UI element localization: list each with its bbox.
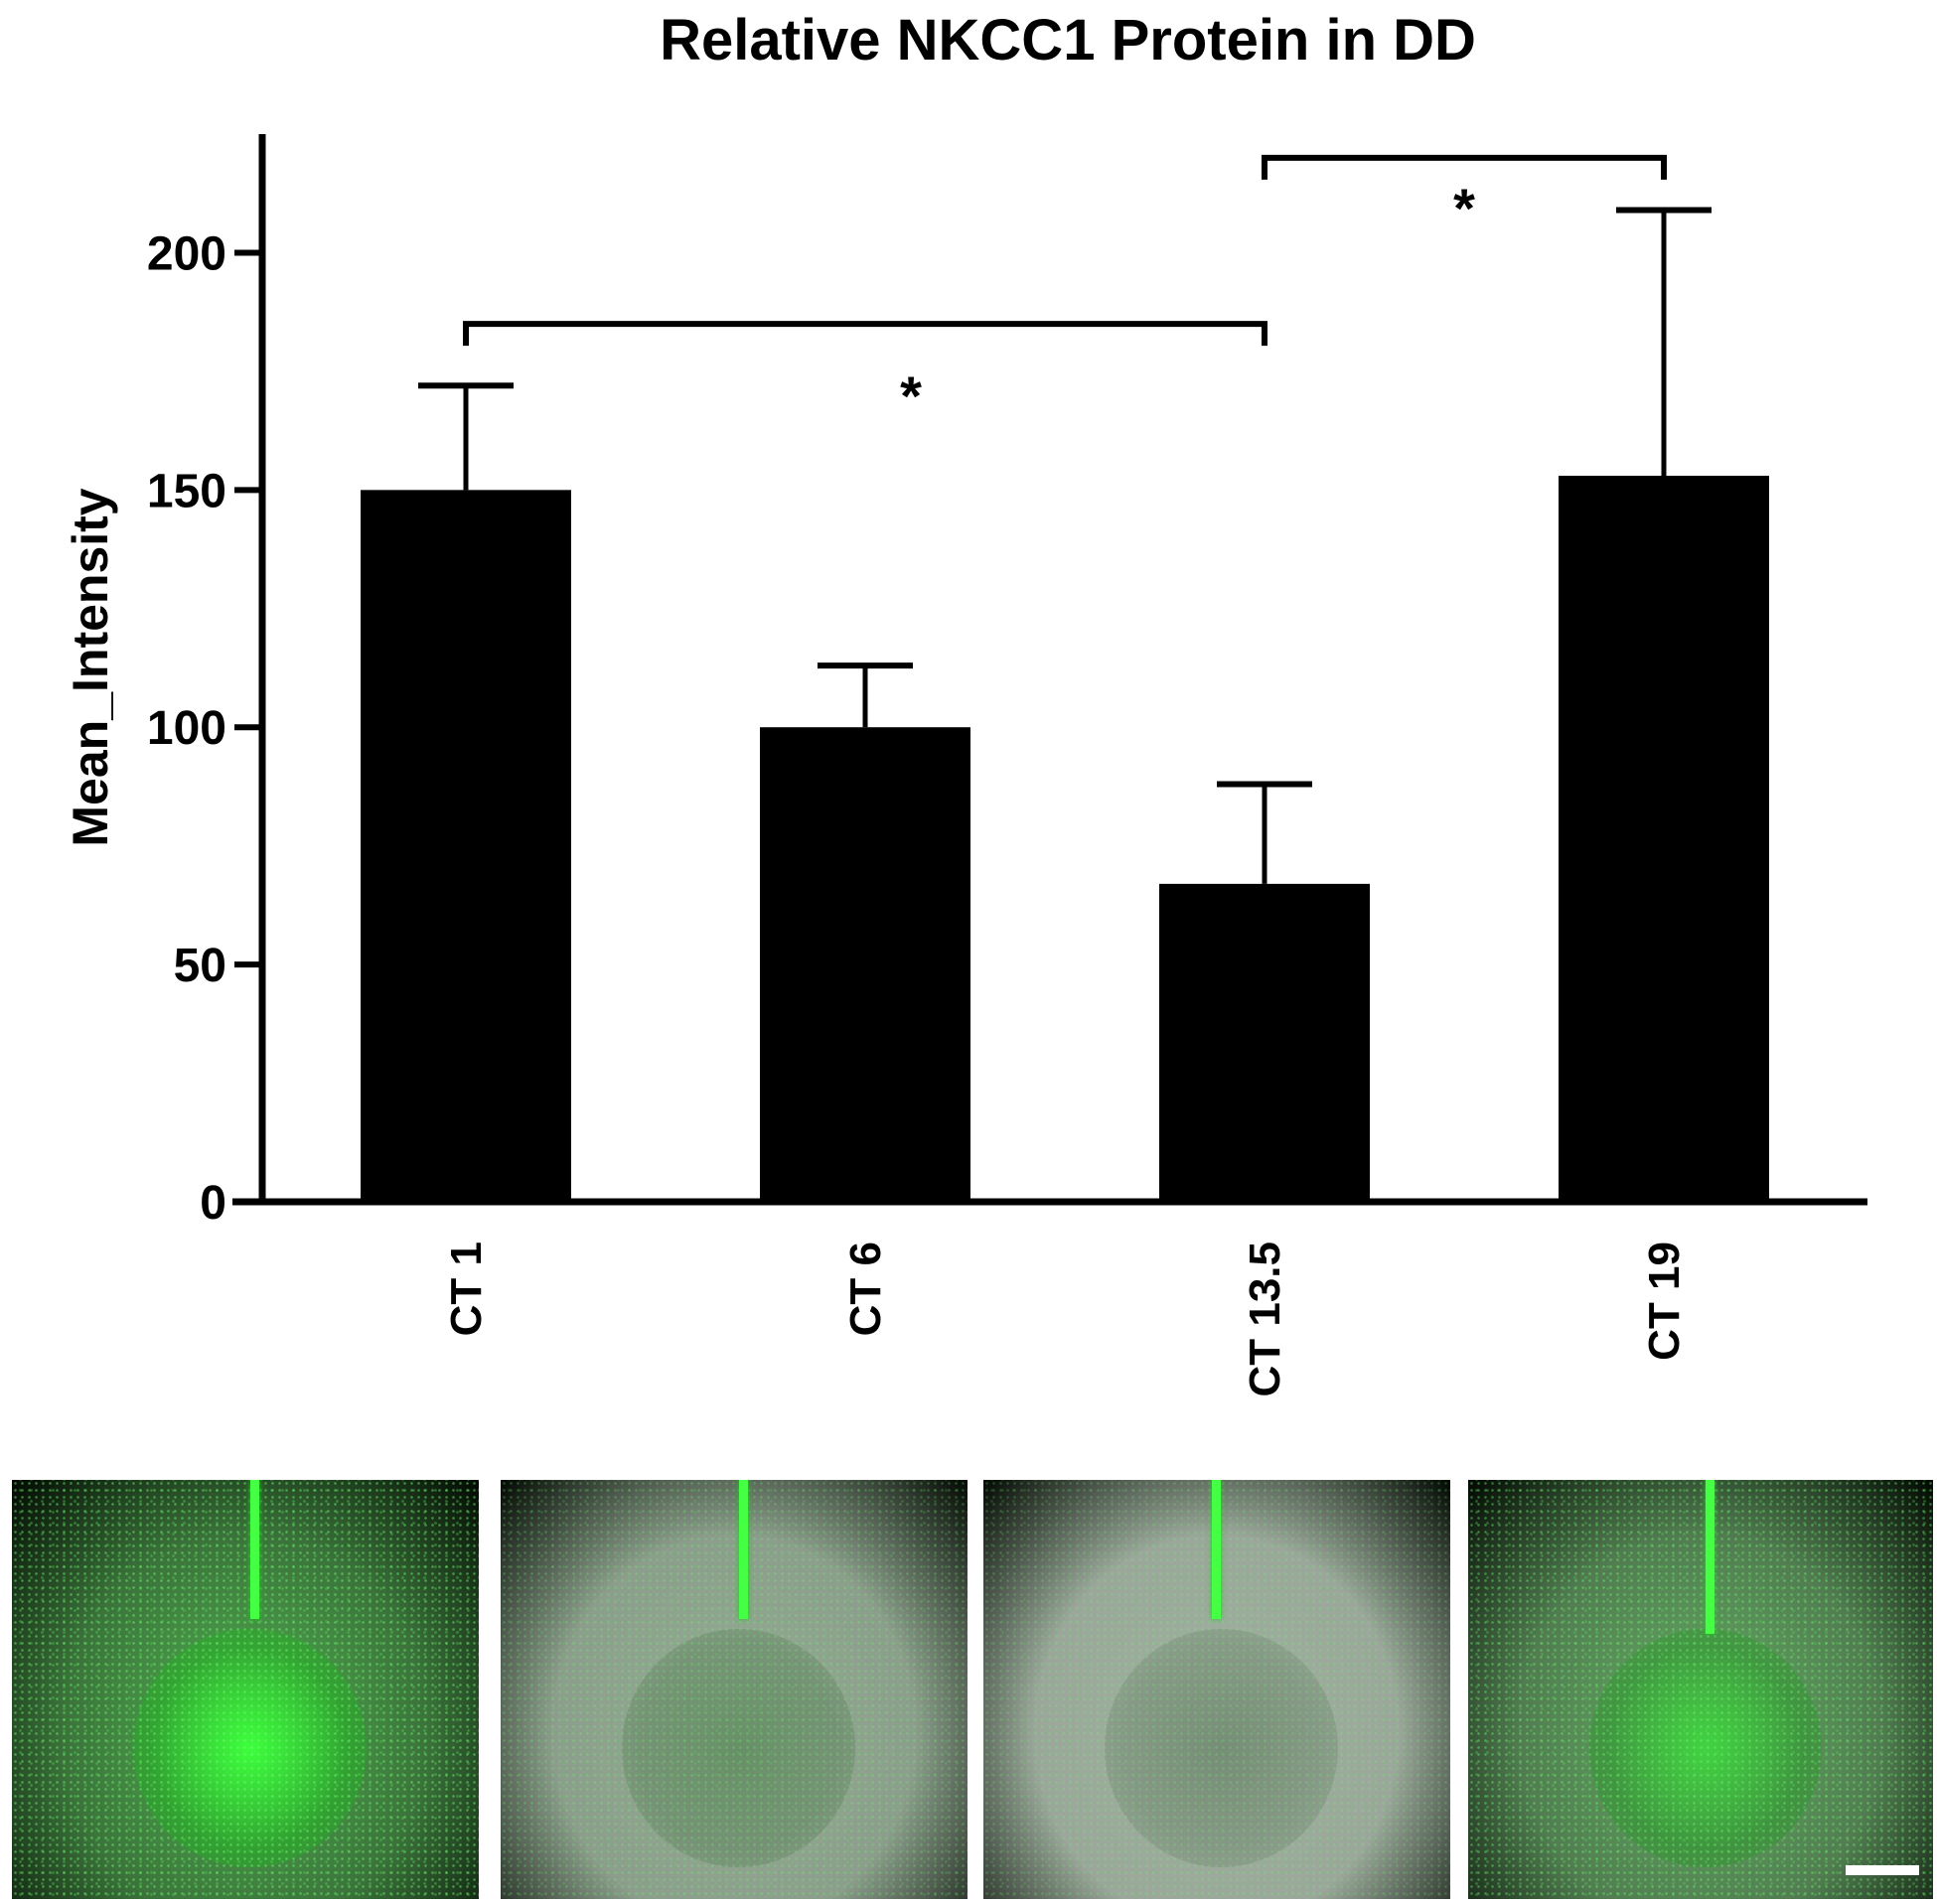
error-bars: [418, 207, 1712, 884]
third-ventricle-line: [249, 1480, 259, 1619]
tissue-texture: [1468, 1480, 1933, 1899]
bar-1: [361, 490, 571, 1202]
significance-brackets: **: [463, 154, 1667, 427]
x-tick-label: CT 6: [841, 1242, 890, 1336]
x-tick-label: CT 13.5: [1241, 1242, 1289, 1397]
bar-3: [1159, 883, 1370, 1202]
y-tick-label: 100: [147, 702, 226, 755]
y-tick-label: 200: [147, 227, 226, 280]
micrograph-panel-1: [12, 1480, 479, 1899]
tissue-texture: [501, 1480, 968, 1899]
significance-bracket-1: [463, 321, 1267, 347]
x-tick-label: CT 1: [442, 1242, 491, 1336]
third-ventricle-line: [1212, 1480, 1222, 1619]
third-ventricle-line: [738, 1480, 748, 1619]
y-tick-label: 150: [147, 465, 226, 517]
significance-bracket-2: [1262, 154, 1667, 180]
micrograph-panel-2: [501, 1480, 968, 1899]
bar-chart: Relative NKCC1 Protein in DD Mean_Intens…: [63, 8, 1867, 1397]
bar-2: [760, 727, 970, 1202]
micrograph-panel-4: [1468, 1480, 1933, 1899]
micrograph-panel-3: [983, 1480, 1450, 1899]
scale-bar: [1846, 1865, 1919, 1875]
y-tick-label: 50: [174, 940, 226, 992]
stained-nucleus: [622, 1629, 856, 1867]
stained-nucleus: [1588, 1629, 1822, 1867]
y-ticks: 0 50 100 150 200: [147, 227, 262, 1230]
third-ventricle-line: [1705, 1480, 1714, 1634]
y-axis-label: Mean_Intensity: [63, 488, 118, 846]
x-tick-labels: CT 1 CT 6 CT 13.5 CT 19: [442, 1242, 1689, 1397]
significance-label: *: [1453, 177, 1475, 239]
y-tick-label: 0: [200, 1177, 226, 1230]
tissue-texture: [12, 1480, 479, 1899]
bar-4: [1559, 476, 1769, 1202]
chart-title: Relative NKCC1 Protein in DD: [660, 8, 1476, 73]
stained-nucleus: [1105, 1629, 1339, 1867]
bars: [361, 476, 1769, 1202]
significance-label: *: [900, 365, 922, 427]
x-tick-label: CT 19: [1640, 1242, 1689, 1361]
stained-nucleus: [133, 1629, 368, 1867]
